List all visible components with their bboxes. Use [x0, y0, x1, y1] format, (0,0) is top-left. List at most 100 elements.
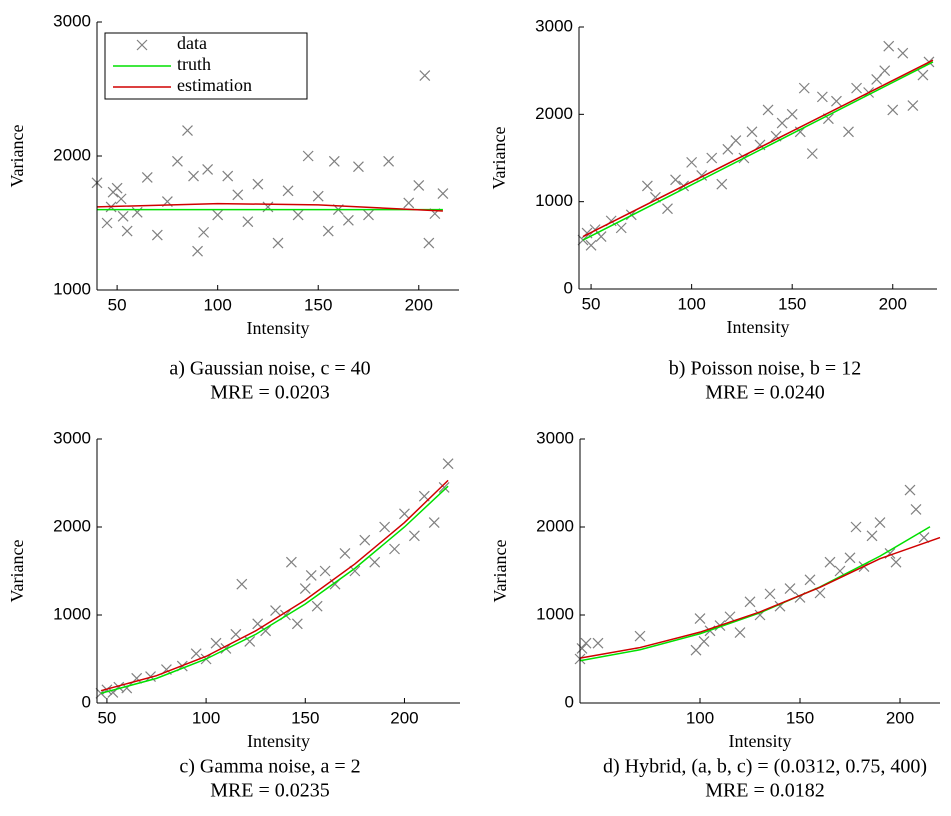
data-point: [379, 521, 391, 533]
data-point: [634, 630, 646, 642]
data-point: [850, 521, 862, 533]
data-point: [202, 163, 214, 175]
x-tick-label: 150: [291, 708, 319, 727]
x-axis-label: Intensity: [729, 731, 792, 751]
data-point: [369, 556, 381, 568]
data-point: [866, 530, 878, 542]
data-point: [722, 143, 734, 155]
data-point: [776, 117, 788, 129]
data-point: [328, 155, 340, 167]
x-axis-label: Intensity: [727, 317, 790, 337]
data-point: [814, 587, 826, 599]
data-point: [670, 174, 681, 186]
y-axis-label: Variance: [7, 540, 27, 603]
data-point: [302, 150, 314, 162]
data-point: [883, 40, 895, 52]
data-point: [262, 201, 274, 213]
caption: a) Gaussian noise, c = 40: [169, 358, 370, 380]
y-tick-label: 2000: [53, 516, 91, 535]
caption: b) Poisson noise, b = 12: [669, 358, 861, 380]
legend-label: truth: [177, 54, 211, 74]
x-tick-label: 200: [390, 708, 418, 727]
y-tick-label: 0: [82, 692, 91, 711]
mre: MRE = 0.0203: [210, 382, 330, 404]
data-point: [437, 188, 449, 199]
y-tick-label: 3000: [53, 428, 91, 447]
mre: MRE = 0.0240: [705, 382, 825, 404]
data-point: [151, 229, 163, 241]
data-point: [383, 155, 395, 167]
data-point: [305, 569, 317, 581]
y-tick-label: 0: [565, 692, 574, 711]
data-point: [190, 648, 202, 660]
y-tick-label: 3000: [53, 11, 91, 30]
data-point: [232, 189, 244, 201]
data-point: [831, 95, 842, 107]
y-tick-label: 2000: [536, 516, 574, 535]
curve: [100, 485, 449, 695]
x-tick-label: 200: [879, 294, 907, 313]
curve: [582, 61, 934, 241]
data-point: [182, 125, 193, 136]
y-axis-label: Variance: [490, 540, 510, 603]
data-point: [101, 217, 113, 229]
x-tick-label: 50: [582, 294, 601, 313]
x-tick-label: 200: [886, 708, 914, 727]
curve: [96, 202, 443, 212]
y-tick-label: 3000: [536, 428, 574, 447]
y-tick-label: 2000: [53, 145, 91, 164]
data-point: [349, 565, 361, 577]
data-point: [117, 210, 129, 222]
data-point: [363, 209, 374, 221]
data-point: [413, 180, 425, 191]
data-point: [230, 628, 242, 640]
data-point: [319, 565, 331, 577]
data-point: [907, 100, 919, 112]
data-point: [423, 237, 435, 249]
data-point: [698, 635, 710, 647]
data-point: [222, 170, 234, 182]
legend-label: estimation: [177, 75, 252, 95]
data-point: [887, 104, 899, 116]
data-point: [890, 556, 902, 568]
data-point: [592, 637, 604, 649]
x-tick-label: 150: [778, 294, 806, 313]
data-point: [724, 611, 736, 623]
y-tick-label: 1000: [53, 279, 91, 298]
data-point: [342, 214, 354, 226]
x-tick-label: 50: [97, 708, 116, 727]
data-point: [744, 596, 756, 608]
x-tick-label: 100: [203, 295, 231, 314]
y-tick-label: 0: [564, 278, 573, 297]
data-point: [690, 644, 702, 656]
x-axis-label: Intensity: [247, 731, 310, 751]
data-point: [786, 108, 798, 120]
data-point: [270, 605, 281, 617]
data-point: [172, 155, 183, 167]
data-point: [322, 225, 334, 237]
data-point: [918, 532, 930, 543]
curve: [579, 526, 931, 662]
data-point: [784, 583, 796, 595]
data-point: [585, 239, 597, 251]
data-point: [339, 547, 351, 559]
data-point: [428, 517, 440, 529]
data-point: [641, 180, 653, 192]
y-tick-label: 2000: [535, 104, 573, 123]
data-point: [131, 206, 143, 218]
data-point: [879, 65, 891, 77]
data-point: [686, 156, 698, 168]
data-point: [311, 600, 323, 612]
data-point: [252, 178, 264, 190]
data-point: [764, 588, 776, 600]
data-point: [242, 216, 254, 228]
x-tick-label: 100: [192, 708, 220, 727]
data-point: [282, 185, 294, 197]
y-tick-label: 3000: [535, 16, 573, 35]
data-point: [399, 508, 410, 520]
data-point: [438, 481, 450, 493]
caption: d) Hybrid, (a, b, c) = (0.0312, 0.75, 40…: [603, 756, 927, 778]
data-point: [716, 178, 728, 190]
legend-label: data: [177, 33, 207, 53]
